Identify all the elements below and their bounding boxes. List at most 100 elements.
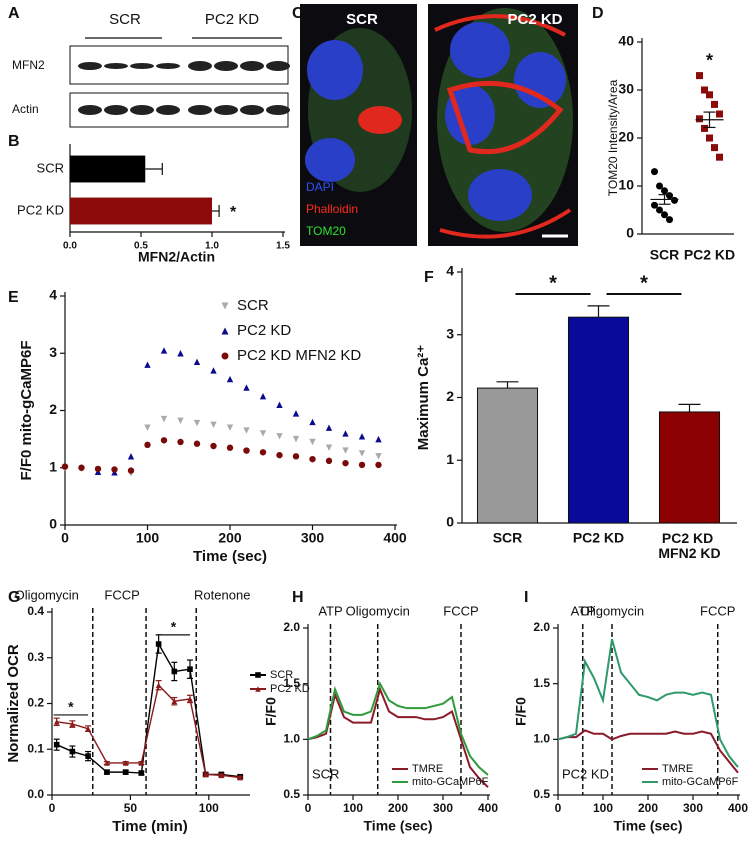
x-axis-label: Time (sec) (364, 818, 433, 834)
band (214, 105, 238, 115)
marker (259, 449, 267, 456)
x-tick-label: 0 (555, 801, 562, 815)
marker (292, 435, 300, 443)
marker (358, 433, 366, 440)
series-line (56, 683, 241, 779)
marker (69, 748, 76, 755)
y-axis-label: TOM20 Intensity/Area (606, 79, 620, 196)
event-label: FCCP (104, 587, 139, 602)
marker (716, 110, 723, 118)
y-tick-label: 1 (49, 458, 57, 474)
legend-label: SCR (270, 669, 293, 681)
marker (706, 91, 713, 99)
y-axis-label: F/F0 (263, 697, 279, 726)
marker (155, 682, 162, 688)
category-label: PC2 KD (573, 530, 624, 546)
legend-label: TMRE (412, 763, 443, 775)
marker (309, 455, 316, 463)
y-tick-label: 1.0 (533, 732, 550, 746)
x-tick-label: 1.0 (205, 241, 219, 252)
annotation: * (640, 272, 648, 294)
marker (155, 641, 162, 647)
marker (651, 168, 658, 176)
y-axis-label: Normalized OCR (5, 644, 22, 763)
y-tick-label: 0 (49, 516, 57, 532)
marker (342, 447, 349, 454)
marker (325, 424, 333, 431)
y-tick-label: 0.5 (533, 787, 550, 801)
marker (177, 438, 184, 446)
marker (160, 347, 168, 354)
x-tick-label: 400 (383, 530, 407, 546)
x-tick-label: 300 (301, 530, 325, 546)
marker (325, 457, 333, 465)
event-label: Rotenone (194, 587, 250, 602)
marker (221, 352, 229, 360)
y-tick-label: 1.5 (533, 676, 550, 690)
x-tick-label: 100 (136, 530, 160, 546)
band (188, 61, 212, 71)
x-tick-label: 0.0 (63, 241, 77, 252)
marker (309, 418, 316, 426)
panel-label: E (8, 289, 19, 306)
y-tick-label: 2.0 (283, 620, 300, 634)
marker (138, 760, 145, 766)
marker (292, 453, 300, 460)
annotation: * (171, 619, 177, 635)
marker (193, 440, 201, 447)
marker (171, 698, 178, 705)
y-tick-label: 3 (49, 344, 57, 360)
panel-label: D (592, 5, 604, 22)
marker (243, 447, 250, 454)
y-axis-label: Maximum Ca²⁺ (415, 345, 432, 451)
event-label: Oligomycin (346, 603, 410, 618)
marker (177, 417, 184, 425)
y-tick-label: 2.0 (533, 620, 550, 634)
series-line (307, 686, 489, 788)
x-axis-label: Time (sec) (193, 548, 267, 565)
marker (111, 466, 118, 473)
marker (292, 410, 300, 417)
marker (259, 430, 267, 437)
marker (325, 444, 333, 451)
y-tick-label: 3 (446, 325, 454, 341)
actin (446, 80, 564, 155)
y-tick-label: 30 (618, 81, 634, 97)
event-label: Oligomycin (15, 587, 79, 602)
band (104, 105, 128, 115)
marker (122, 769, 129, 775)
marker (160, 415, 168, 423)
marker (193, 358, 201, 366)
marker (85, 753, 91, 759)
blot-row: MFN2 (12, 58, 45, 72)
marker (259, 392, 267, 400)
blot-group: SCR (109, 11, 141, 28)
x-tick-label: 100 (343, 801, 363, 815)
marker (656, 182, 663, 190)
x-tick-label: 0 (305, 801, 312, 815)
actin (434, 14, 572, 239)
marker (187, 696, 193, 702)
marker (656, 206, 663, 214)
bar (70, 197, 212, 225)
band (130, 63, 154, 69)
marker (255, 672, 261, 678)
y-tick-label: 1 (446, 451, 454, 467)
legend-label: mito-GCaMP6F (412, 776, 489, 788)
marker (144, 424, 151, 431)
panel-label: A (8, 5, 20, 22)
marker (53, 719, 60, 725)
band (78, 105, 102, 115)
marker (226, 444, 234, 451)
marker (375, 461, 382, 469)
marker (221, 302, 229, 310)
x-tick-label: 0 (49, 801, 56, 815)
legend-label: PC2 KD (270, 683, 310, 695)
marker (358, 450, 366, 457)
marker (210, 421, 217, 429)
marker (61, 463, 69, 470)
band (240, 105, 264, 115)
blot-bands (78, 61, 290, 115)
band (78, 62, 102, 70)
nucleus (514, 52, 566, 108)
